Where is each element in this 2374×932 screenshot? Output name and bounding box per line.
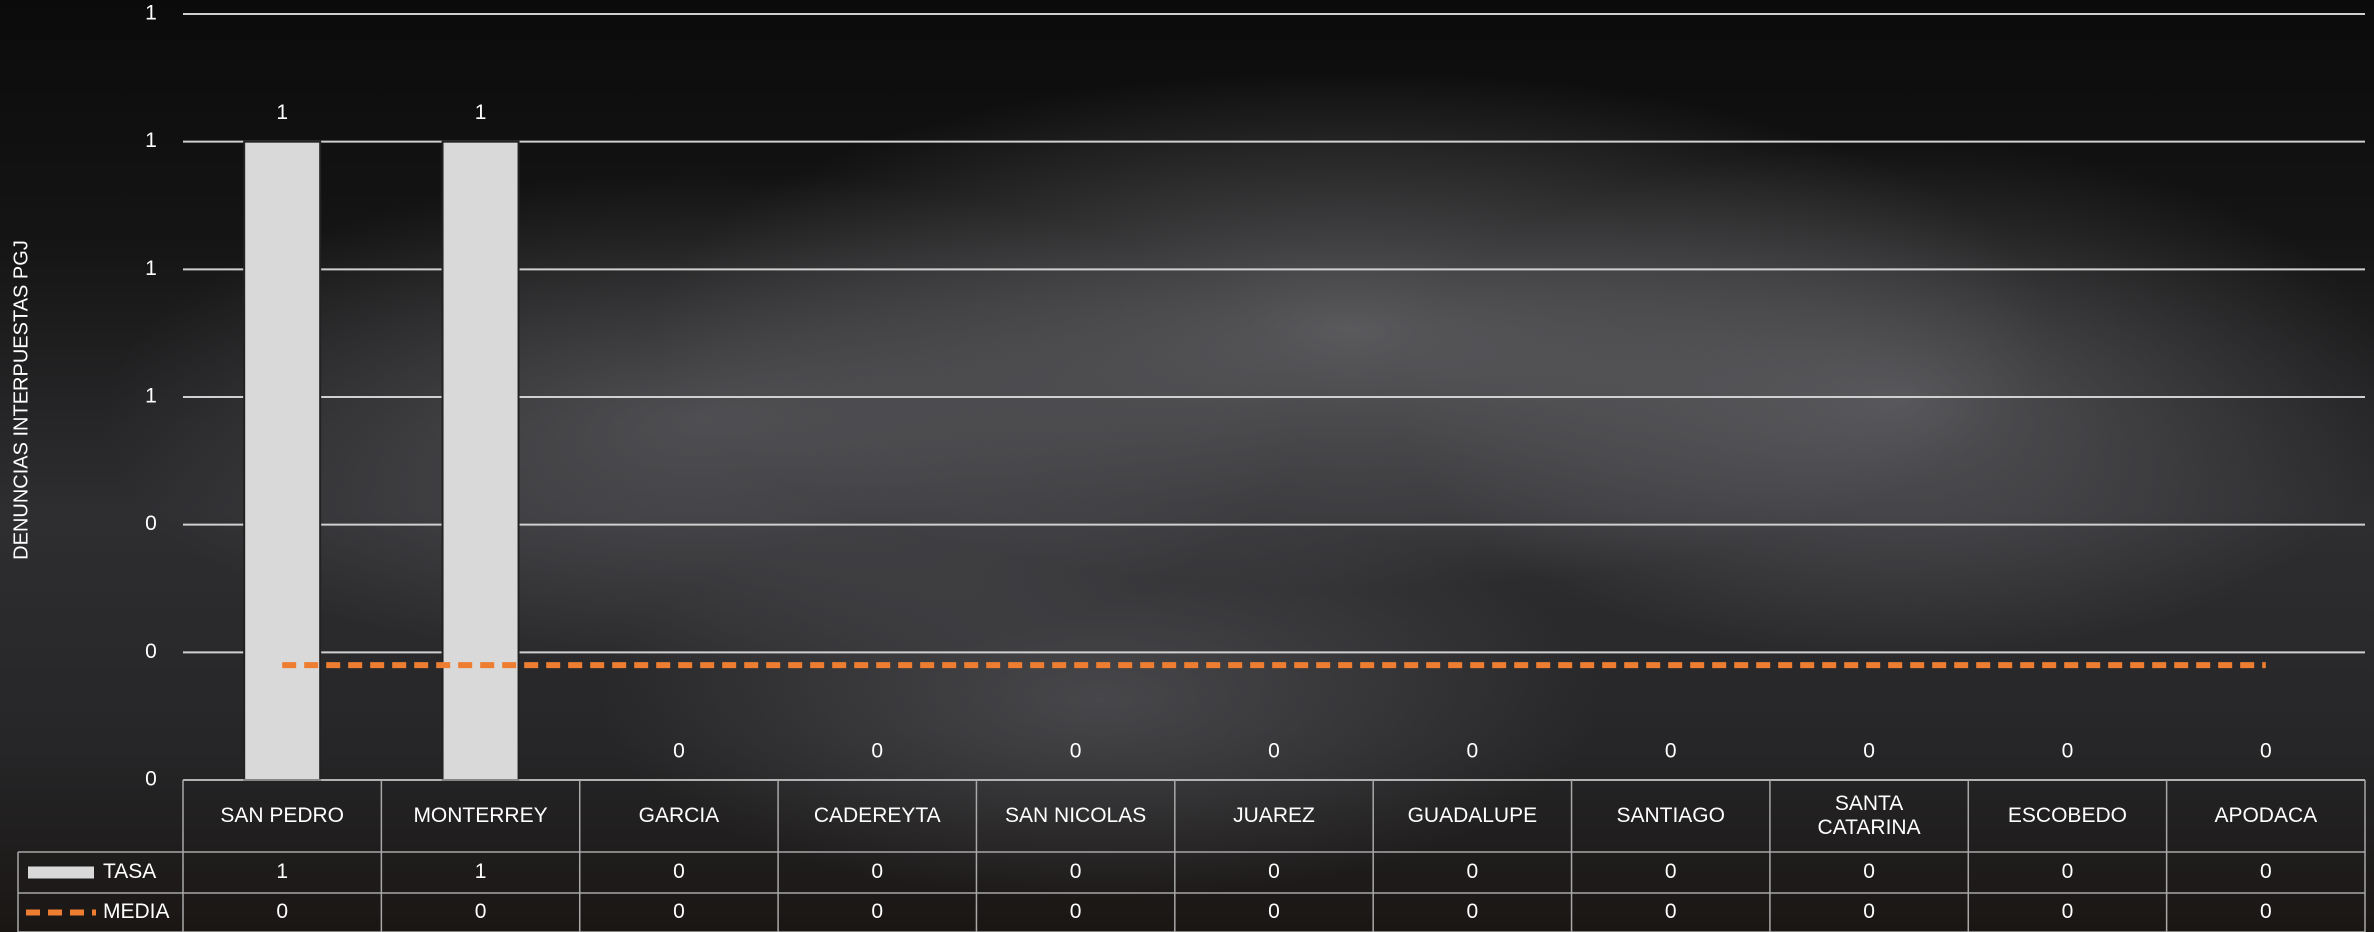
table-value: 0 bbox=[2062, 860, 2074, 883]
x-tick-label: SAN NICOLAS bbox=[976, 780, 1174, 852]
x-tick-label: GUADALUPE bbox=[1373, 780, 1571, 852]
x-tick-label: APODACA bbox=[2167, 780, 2365, 852]
x-tick-label: ESCOBEDO bbox=[1968, 780, 2166, 852]
y-tick-label: 0 bbox=[145, 512, 157, 535]
table-value: 1 bbox=[276, 860, 288, 883]
table-value: 0 bbox=[1268, 900, 1280, 923]
y-tick-label: 1 bbox=[145, 2, 157, 25]
data-label: 0 bbox=[1863, 740, 1875, 763]
x-tick-text: APODACA bbox=[2214, 803, 2318, 827]
x-tick-text: JUAREZ bbox=[1233, 803, 1315, 827]
data-label: 1 bbox=[475, 101, 487, 124]
data-label: 0 bbox=[2062, 740, 2074, 763]
x-tick-label: GARCIA bbox=[580, 780, 778, 852]
table-value: 0 bbox=[2260, 860, 2272, 883]
y-tick-label: 1 bbox=[145, 257, 157, 280]
y-tick-label: 0 bbox=[145, 640, 157, 663]
data-label: 0 bbox=[1268, 740, 1280, 763]
table-value: 0 bbox=[1070, 900, 1082, 923]
table-value: 1 bbox=[475, 860, 487, 883]
legend-label: TASA bbox=[103, 860, 156, 883]
table-value: 0 bbox=[475, 900, 487, 923]
bar bbox=[243, 140, 322, 781]
x-tick-text: ESCOBEDO bbox=[2007, 803, 2127, 827]
x-tick-text: SAN NICOLAS bbox=[1005, 803, 1147, 827]
data-label: 0 bbox=[2260, 740, 2272, 763]
table-value: 0 bbox=[1863, 900, 1875, 923]
y-axis-label: DENUNCIAS INTERPUESTAS PGJ bbox=[10, 240, 32, 560]
data-label: 0 bbox=[1665, 740, 1677, 763]
x-tick-text: GUADALUPE bbox=[1407, 803, 1538, 827]
table-value: 0 bbox=[1467, 860, 1479, 883]
x-tick-label: CADEREYTA bbox=[778, 780, 976, 852]
y-tick-label: 1 bbox=[145, 385, 157, 408]
table-value: 0 bbox=[673, 900, 685, 923]
table-value: 0 bbox=[2260, 900, 2272, 923]
legend-key bbox=[28, 866, 94, 879]
y-tick-label: 1 bbox=[145, 129, 157, 152]
data-label: 1 bbox=[276, 101, 288, 124]
table-value: 0 bbox=[1070, 860, 1082, 883]
table-value: 0 bbox=[871, 900, 883, 923]
x-tick-text: SANTIAGO bbox=[1616, 803, 1725, 827]
table-value: 0 bbox=[871, 860, 883, 883]
table-value: 0 bbox=[673, 860, 685, 883]
table-value: 0 bbox=[1665, 900, 1677, 923]
table-value: 0 bbox=[1665, 860, 1677, 883]
table-value: 0 bbox=[1268, 860, 1280, 883]
x-tick-label: MONTERREY bbox=[381, 780, 579, 852]
x-tick-label: SANTA CATARINA bbox=[1770, 780, 1968, 852]
x-tick-text: SAN PEDRO bbox=[220, 803, 345, 827]
table-value: 0 bbox=[276, 900, 288, 923]
legend-label: MEDIA bbox=[103, 900, 170, 923]
data-label: 0 bbox=[871, 740, 883, 763]
bar bbox=[441, 140, 520, 781]
x-tick-text: GARCIA bbox=[638, 803, 720, 827]
y-tick-label: 0 bbox=[145, 768, 157, 791]
x-tick-label: JUAREZ bbox=[1175, 780, 1373, 852]
x-tick-text: SANTA CATARINA bbox=[1817, 791, 1921, 839]
x-tick-label: SANTIAGO bbox=[1572, 780, 1770, 852]
table-value: 0 bbox=[1467, 900, 1479, 923]
table-value: 0 bbox=[1863, 860, 1875, 883]
data-label: 0 bbox=[1070, 740, 1082, 763]
x-tick-text: CADEREYTA bbox=[813, 803, 941, 827]
data-label: 0 bbox=[1467, 740, 1479, 763]
x-tick-text: MONTERREY bbox=[413, 803, 548, 827]
table-value: 0 bbox=[2062, 900, 2074, 923]
data-label: 0 bbox=[673, 740, 685, 763]
x-tick-label: SAN PEDRO bbox=[183, 780, 381, 852]
